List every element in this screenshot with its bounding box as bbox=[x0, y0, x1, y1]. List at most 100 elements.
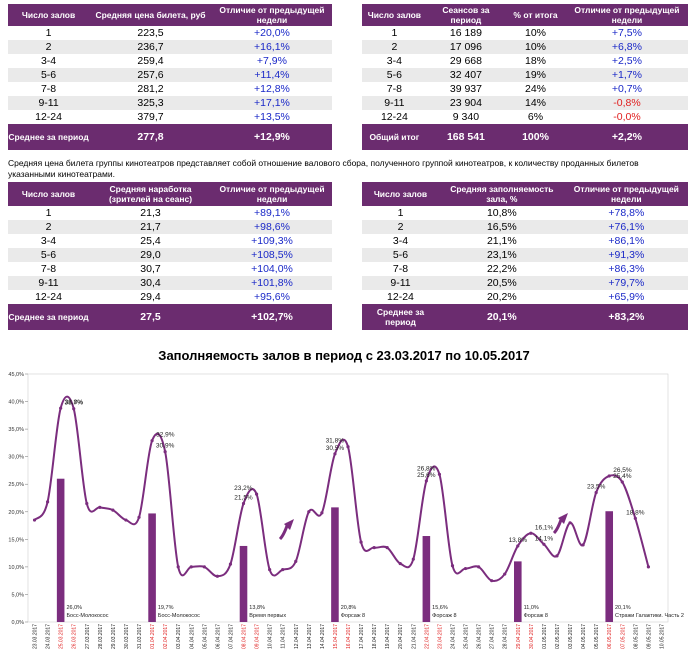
x-tick-label: 24.04.2017 bbox=[450, 624, 456, 649]
x-tick-label: 25.03.2017 bbox=[59, 624, 65, 649]
line-point bbox=[503, 572, 507, 576]
price-table: Число залов Средняя цена билета, руб Отл… bbox=[8, 4, 332, 150]
bar-film-label: Босс-Молокосос bbox=[66, 613, 108, 619]
table-cell: 39 937 bbox=[449, 83, 482, 95]
line-point bbox=[385, 546, 389, 550]
table-cell: 12-24 bbox=[35, 111, 62, 123]
table-cell: 10,8% bbox=[486, 207, 517, 219]
x-tick-label: 13.04.2017 bbox=[307, 624, 313, 649]
x-tick-label: 24.03.2017 bbox=[46, 624, 52, 649]
header-avg-load: Средняя наработка (зрителей на сеанс) bbox=[89, 182, 212, 206]
table-row: 1 223,5 +20,0% bbox=[8, 26, 332, 40]
header-halls: Число залов bbox=[362, 182, 439, 206]
bar bbox=[331, 507, 339, 622]
line-point bbox=[346, 445, 350, 449]
table-cell: 20,5% bbox=[438, 276, 565, 290]
line-point bbox=[268, 568, 272, 572]
line-point bbox=[555, 554, 559, 558]
line-point bbox=[359, 540, 363, 544]
diff-cell: +65,9% bbox=[608, 291, 645, 303]
bar bbox=[239, 545, 248, 622]
x-tick-label: 20.04.2017 bbox=[398, 624, 404, 649]
x-tick-label: 08.05.2017 bbox=[633, 624, 639, 649]
point-label: 13,8% bbox=[509, 537, 528, 544]
table-cell: 1 bbox=[391, 27, 398, 39]
diff-cell: +104,0% bbox=[251, 263, 293, 275]
point-label: 14,1% bbox=[535, 535, 554, 542]
table-row: 12-24 379,7 +13,5% bbox=[8, 110, 332, 124]
occupancy-table: Число залов Средняя заполняемость зала, … bbox=[362, 182, 688, 330]
table-cell: 7-8 bbox=[386, 83, 402, 95]
total-cell: +2,2% bbox=[565, 124, 688, 150]
table-row: 5-6 32 407 19% +1,7% bbox=[362, 68, 688, 82]
plot-frame bbox=[27, 373, 669, 623]
x-tick-label: 04.05.2017 bbox=[581, 624, 587, 649]
line-point bbox=[281, 568, 285, 572]
table-cell: 29 668 bbox=[449, 55, 482, 67]
y-tick-label: 15,0% bbox=[8, 537, 24, 543]
total-row: Среднее за период 27,5 +102,7% bbox=[8, 304, 332, 330]
x-tick-label: 30.04.2017 bbox=[529, 624, 535, 649]
diff-cell: +98,6% bbox=[212, 220, 332, 234]
x-tick-label: 16.04.2017 bbox=[346, 624, 352, 649]
x-tick-label: 08.04.2017 bbox=[242, 624, 248, 649]
point-label: 30,9% bbox=[156, 443, 175, 450]
bar-film-label: Форсаж 8 bbox=[432, 613, 456, 619]
x-tick-label: 22.04.2017 bbox=[424, 624, 430, 649]
total-label: Среднее за период bbox=[8, 304, 90, 330]
table-cell: 7-8 bbox=[40, 263, 57, 275]
x-tick-label: 15.04.2017 bbox=[333, 624, 339, 649]
table-cell: 6% bbox=[527, 111, 544, 123]
point-label: 30,5% bbox=[326, 445, 345, 452]
y-tick-label: 30,0% bbox=[8, 455, 24, 461]
x-tick-label: 28.03.2017 bbox=[98, 624, 104, 649]
table-row: 3-4 25,4 +109,3% bbox=[8, 234, 332, 248]
table-row: 2 236,7 +16,1% bbox=[8, 40, 332, 54]
table-row: 2 17 096 10% +6,8% bbox=[362, 40, 688, 54]
table-cell: 12-24 bbox=[380, 111, 408, 123]
header-halls: Число залов bbox=[8, 182, 90, 206]
table-row: 5-6 257,6 +11,4% bbox=[8, 68, 332, 82]
x-tick-label: 18.04.2017 bbox=[372, 624, 378, 649]
table-cell: 9-11 bbox=[362, 96, 427, 110]
table-row: 12-24 29,4 +95,6% bbox=[8, 290, 332, 304]
table-cell: 12-24 bbox=[35, 291, 62, 303]
x-tick-label: 17.04.2017 bbox=[359, 624, 365, 649]
table-cell: 2 bbox=[362, 40, 427, 54]
header-avg-price: Средняя цена билета, руб bbox=[89, 4, 212, 26]
x-tick-label: 10.05.2017 bbox=[659, 624, 665, 649]
diff-cell: +86,1% bbox=[608, 235, 645, 247]
table-cell: 3-4 bbox=[386, 55, 402, 67]
table-row: 5-6 23,1% +91,3% bbox=[362, 248, 688, 262]
x-tick-label: 09.04.2017 bbox=[255, 624, 261, 649]
diff-cell: +0,7% bbox=[611, 83, 642, 95]
x-tick-label: 03.04.2017 bbox=[176, 624, 182, 649]
table-cell: 7-8 bbox=[40, 83, 57, 95]
diff-cell: +95,6% bbox=[254, 291, 290, 303]
y-tick-label: 20,0% bbox=[8, 510, 24, 516]
bar-value-label: 13,8% bbox=[249, 605, 265, 611]
total-label: Среднее за период bbox=[362, 304, 439, 330]
chart-title: Заполняемость залов в период с 23.03.201… bbox=[158, 348, 530, 363]
header-diff: Отличие от предыдущей недели bbox=[211, 4, 332, 26]
line-point bbox=[254, 492, 259, 496]
diff-cell: -0,8% bbox=[565, 96, 688, 110]
x-tick-label: 25.04.2017 bbox=[464, 624, 470, 649]
x-tick-label: 05.05.2017 bbox=[594, 624, 600, 649]
total-label: Общий итог bbox=[362, 124, 427, 150]
x-tick-label: 23.03.2017 bbox=[33, 624, 39, 649]
table-row: 9-11 23 904 14% -0,8% bbox=[362, 96, 688, 110]
x-tick-label: 28.04.2017 bbox=[503, 624, 509, 649]
line-point bbox=[111, 508, 115, 512]
table-cell: 281,2 bbox=[137, 83, 164, 95]
bar-value-label: 26,0% bbox=[66, 605, 82, 611]
x-tick-label: 03.05.2017 bbox=[568, 624, 574, 649]
line-point bbox=[215, 574, 219, 578]
x-tick-label: 04.04.2017 bbox=[189, 624, 195, 649]
line-point bbox=[320, 511, 324, 515]
line-point bbox=[228, 562, 233, 566]
header-diff: Отличие от предыдущей недели bbox=[212, 182, 332, 206]
diff-cell: +109,3% bbox=[251, 235, 293, 247]
line-point bbox=[490, 579, 494, 583]
table-cell: 30,7 bbox=[140, 263, 161, 275]
